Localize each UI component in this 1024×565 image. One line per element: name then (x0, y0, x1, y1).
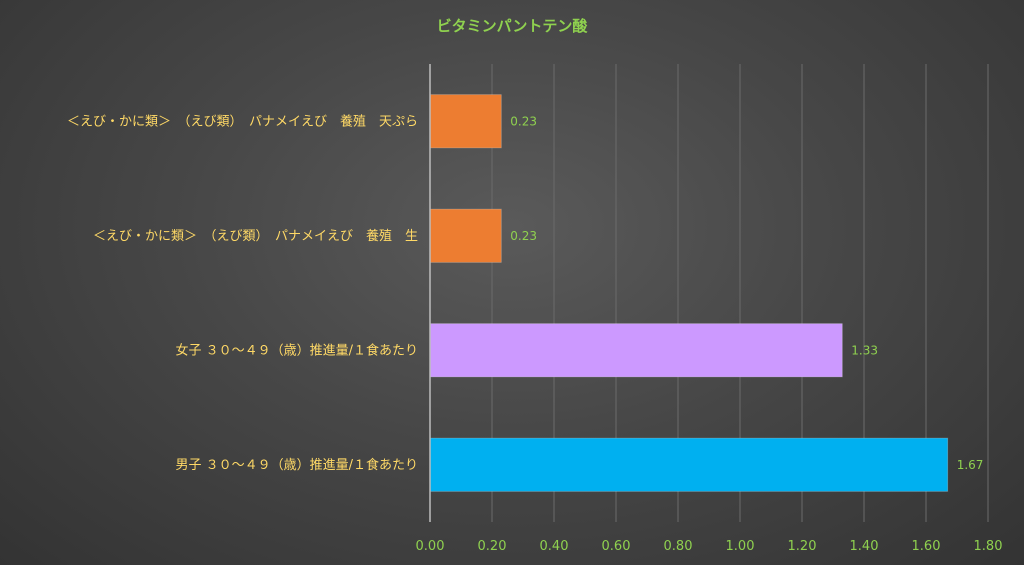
x-tick-label: 0.00 (416, 539, 445, 554)
bar-value-label: 0.23 (510, 229, 537, 243)
bar (429, 208, 502, 263)
x-tick-label: 1.80 (974, 539, 1003, 554)
x-tick-label: 1.60 (912, 539, 941, 554)
bar (429, 94, 502, 149)
category-label: ＜えび・かに類＞ （えび類） パナメイえび 養殖 生 (93, 228, 418, 244)
category-label: 女子 ３０～４９（歳）推進量/１食あたり (175, 342, 418, 358)
chart-title: ビタミンパントテン酸 (437, 17, 589, 35)
x-tick-label: 0.80 (664, 539, 693, 554)
bar-value-label: 1.33 (851, 343, 878, 357)
gridlines (491, 64, 989, 522)
x-tick-label: 1.40 (850, 539, 879, 554)
x-tick-label: 1.00 (726, 539, 755, 554)
bar (429, 437, 949, 492)
category-label: 男子 ３０～４９（歳）推進量/１食あたり (175, 457, 418, 473)
bars: 0.23 0.23 1.33 1.67 (429, 94, 984, 492)
x-tick-label: 0.60 (602, 539, 631, 554)
bar (429, 323, 843, 378)
category-labels: ＜えび・かに類＞ （えび類） パナメイえび 養殖 天ぷら ＜えび・かに類＞ （えび… (67, 113, 418, 473)
bar-value-label: 0.23 (510, 114, 537, 128)
x-axis-ticks: 0.00 0.20 0.40 0.60 0.80 1.00 1.20 1.40 1.60 1.80 (416, 539, 1003, 554)
bar-value-label: 1.67 (957, 458, 984, 472)
x-tick-label: 0.40 (540, 539, 569, 554)
x-tick-label: 1.20 (788, 539, 817, 554)
category-label: ＜えび・かに類＞ （えび類） パナメイえび 養殖 天ぷら (67, 113, 418, 129)
x-tick-label: 0.20 (478, 539, 507, 554)
